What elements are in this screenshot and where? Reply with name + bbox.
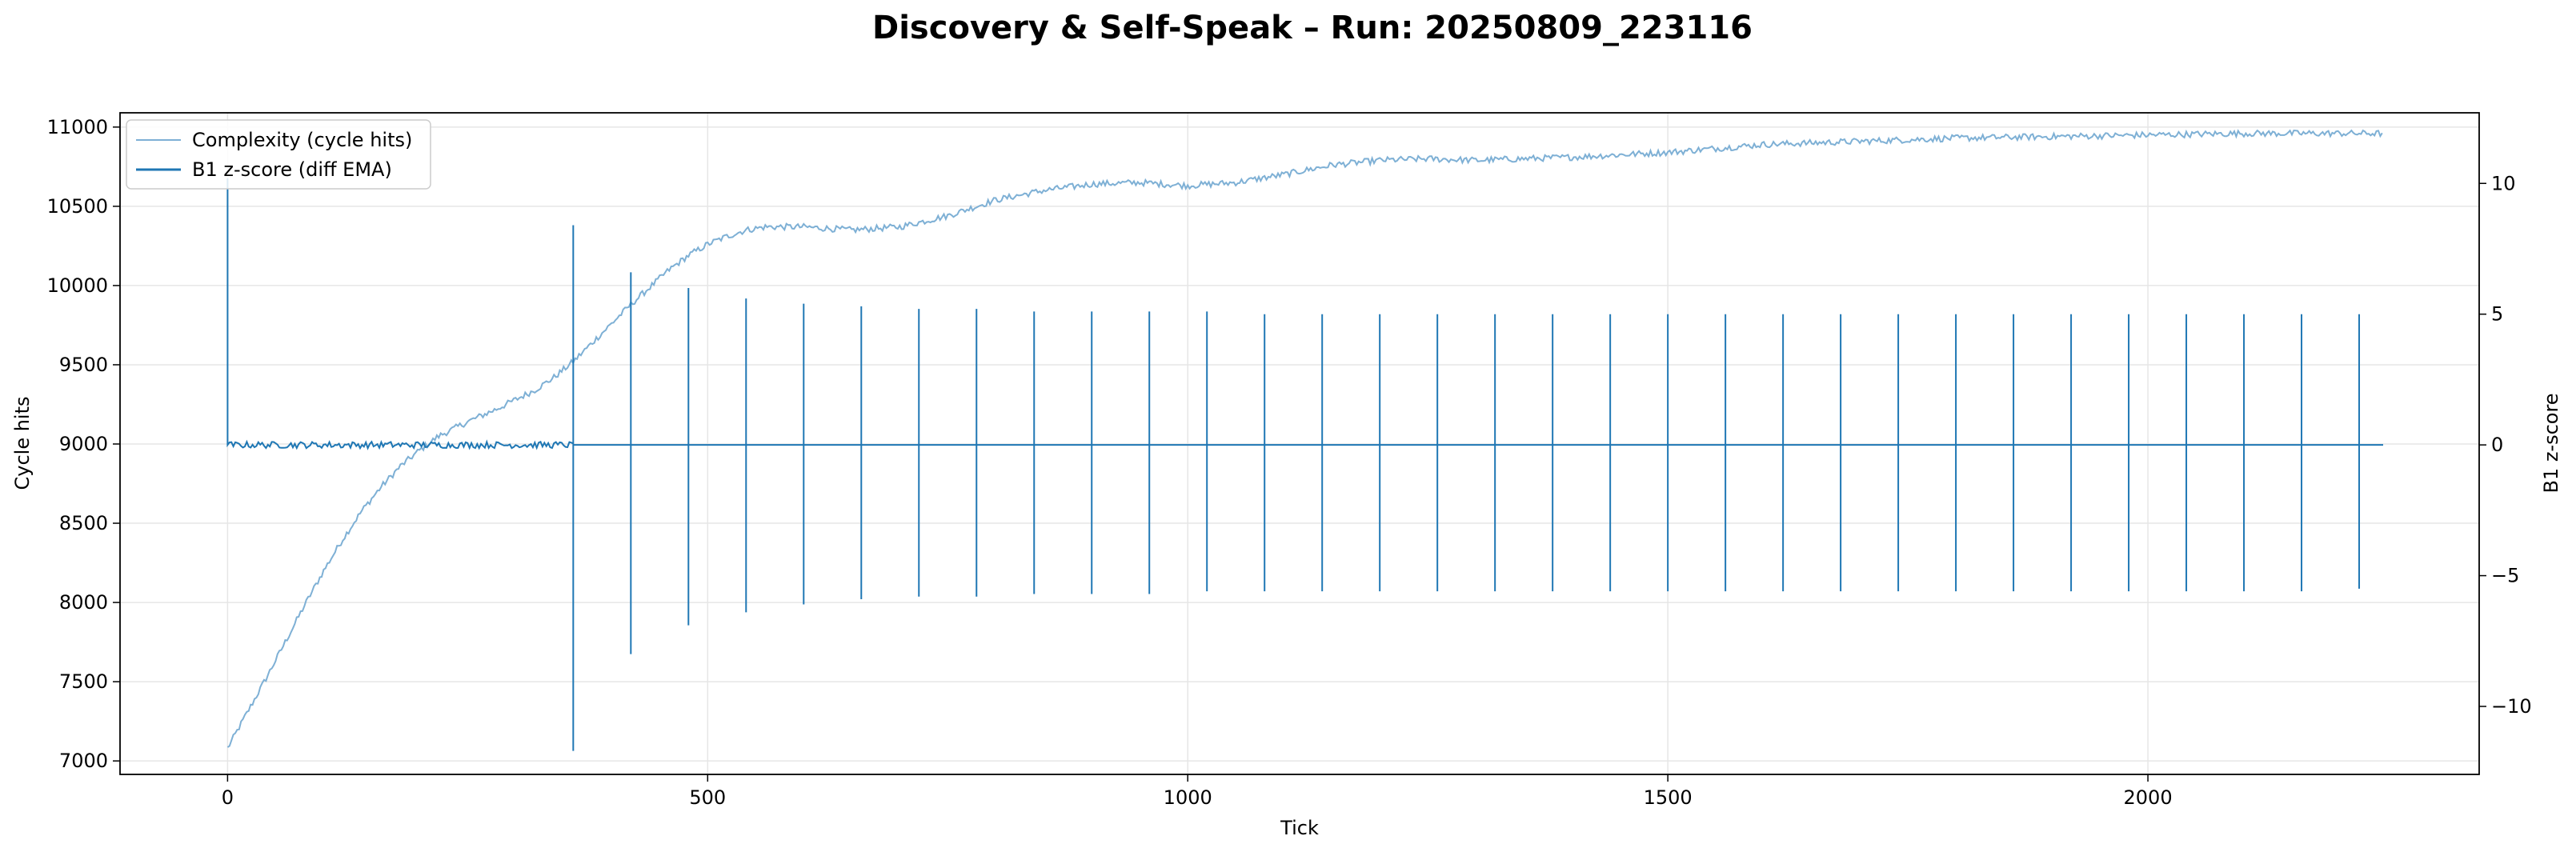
legend-label-b1-zscore: B1 z-score (diff EMA): [192, 158, 392, 181]
legend-label-complexity: Complexity (cycle hits): [192, 129, 412, 151]
left-y-tick-label: 10000: [47, 274, 108, 297]
legend: Complexity (cycle hits) B1 z-score (diff…: [126, 119, 431, 190]
left-y-tick-label: 7000: [59, 750, 108, 772]
left-y-tick-label: 7500: [59, 670, 108, 693]
left-y-tick-label: 9000: [59, 433, 108, 455]
x-tick-label: 0: [222, 786, 234, 809]
left-y-tick-label: 8000: [59, 591, 108, 614]
x-tick-label: 1500: [1644, 786, 1693, 809]
x-tick-label: 2000: [2124, 786, 2173, 809]
left-y-tick-label: 9500: [59, 354, 108, 376]
plot-area: [226, 129, 2384, 751]
legend-box: [126, 119, 431, 190]
x-axis-label: Tick: [1280, 817, 1319, 839]
right-y-axis-label: B1 z-score: [2540, 393, 2562, 493]
chart-title: Discovery & Self-Speak – Run: 20250809_2…: [872, 10, 1753, 46]
x-tick-label: 500: [689, 786, 726, 809]
left-y-tick-label: 10500: [47, 195, 108, 218]
b1-zscore-series: [226, 178, 2384, 751]
b1-zscore-early-noise: [226, 178, 574, 450]
right-y-tick-label: 0: [2491, 434, 2503, 456]
complexity-series-line: [226, 129, 2383, 748]
left-y-tick-label: 8500: [59, 512, 108, 534]
left-y-axis-label: Cycle hits: [11, 396, 34, 490]
axis-ticks: 0 500 1000 1500 2000 7000 7500 8000 8500 9000 9500…: [47, 116, 2532, 809]
right-y-tick-label: −10: [2491, 695, 2532, 718]
right-y-tick-label: 5: [2491, 303, 2503, 326]
right-y-tick-label: −5: [2491, 565, 2519, 587]
x-tick-label: 1000: [1164, 786, 1212, 809]
left-y-tick-label: 11000: [47, 116, 108, 138]
grid-lines: [120, 113, 2479, 774]
right-y-tick-label: 10: [2491, 172, 2516, 194]
